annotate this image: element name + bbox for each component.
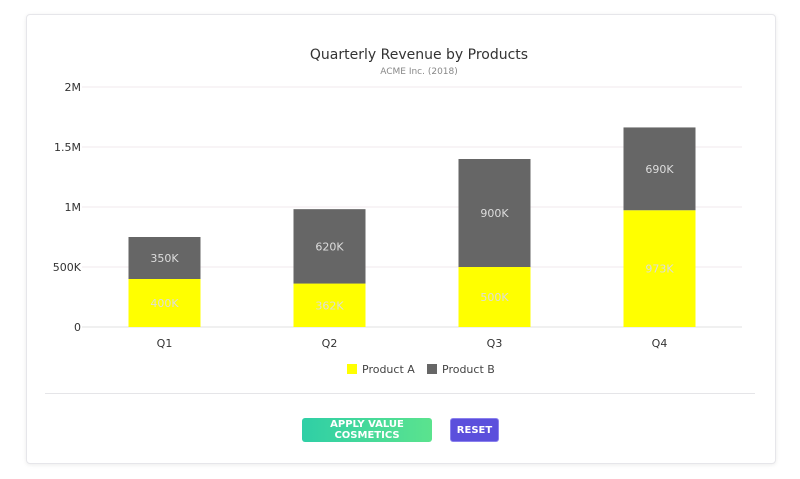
y-tick-label: 1M xyxy=(65,201,82,214)
bar-product-b-q2[interactable] xyxy=(293,209,366,284)
data-label: 690K xyxy=(645,163,674,176)
bar-product-a-q1[interactable] xyxy=(128,279,201,327)
reset-button[interactable]: RESET xyxy=(450,418,499,442)
data-label: 973K xyxy=(645,263,674,276)
data-label: 900K xyxy=(480,207,509,220)
legend-swatch xyxy=(427,364,437,374)
data-label: 400K xyxy=(150,297,179,310)
bar-product-a-q4[interactable] xyxy=(623,210,696,327)
legend-item[interactable]: Product A xyxy=(362,363,415,376)
y-tick-label: 2M xyxy=(65,81,82,94)
divider xyxy=(45,393,755,394)
x-tick-label: Q2 xyxy=(322,337,338,350)
bar-product-a-q3[interactable] xyxy=(458,267,531,327)
bar-product-b-q1[interactable] xyxy=(128,237,201,279)
x-tick-label: Q1 xyxy=(157,337,173,350)
chart: Quarterly Revenue by Products ACME Inc. … xyxy=(53,47,742,376)
bar-product-a-q2[interactable] xyxy=(293,283,366,327)
chart-subtitle: ACME Inc. (2018) xyxy=(380,67,458,77)
x-tick-label: Q4 xyxy=(652,337,668,350)
data-label: 620K xyxy=(315,240,344,253)
apply-value-cosmetics-button[interactable]: APPLY VALUE COSMETICS xyxy=(302,418,432,442)
data-label: 350K xyxy=(150,252,179,265)
data-label: 362K xyxy=(315,299,344,312)
bar-product-b-q3[interactable] xyxy=(458,159,531,267)
y-tick-label: 1.5M xyxy=(54,141,81,154)
legend-item[interactable]: Product B xyxy=(442,363,495,376)
chart-title: Quarterly Revenue by Products xyxy=(310,47,528,63)
y-tick-label: 500K xyxy=(53,261,82,274)
legend-swatch xyxy=(347,364,357,374)
data-label: 500K xyxy=(480,291,509,304)
x-tick-label: Q3 xyxy=(487,337,503,350)
bar-product-b-q4[interactable] xyxy=(623,127,696,211)
y-tick-label: 0 xyxy=(74,321,81,334)
